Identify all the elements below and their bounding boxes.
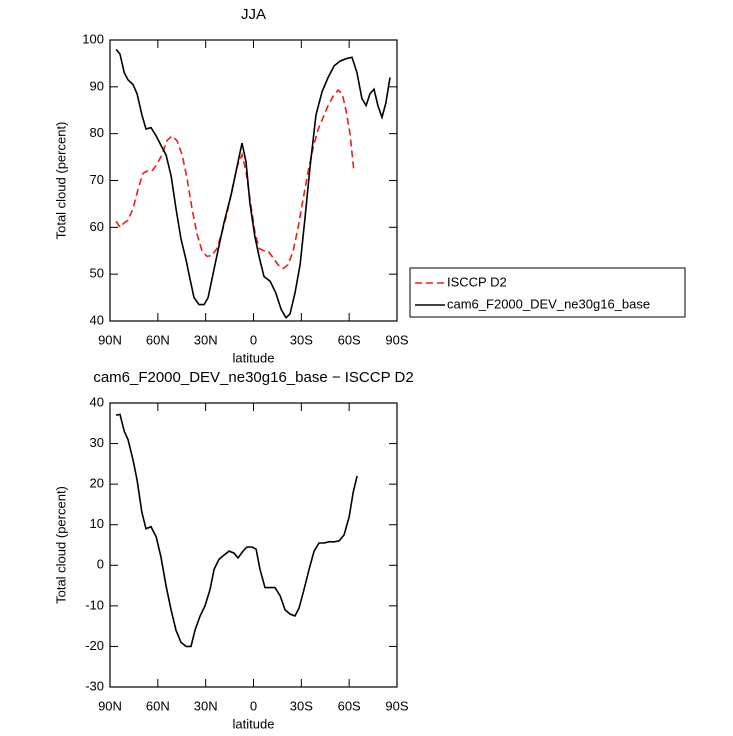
y-tick-label: 70: [90, 172, 104, 187]
y-axis-label: Total cloud (percent): [53, 122, 68, 240]
y-tick-label: 30: [90, 435, 104, 450]
x-tick-label: 30S: [290, 332, 313, 347]
x-axis-label: latitude: [233, 350, 275, 365]
legend-label: ISCCP D2: [447, 274, 507, 289]
legend-label: cam6_F2000_DEV_ne30g16_base: [447, 296, 650, 311]
y-tick-label: -10: [85, 597, 104, 612]
plot-frame: [109, 402, 398, 688]
x-tick-label: 0: [250, 698, 257, 713]
y-tick-label: 100: [82, 31, 104, 46]
x-tick-label: 60N: [146, 698, 170, 713]
data-line: [115, 413, 358, 648]
x-tick-label: 90S: [385, 332, 408, 347]
y-tick-label: 90: [90, 78, 104, 93]
x-tick-label: 90N: [98, 332, 122, 347]
chart-title: cam6_F2000_DEV_ne30g16_base − ISCCP D2: [93, 369, 413, 386]
y-tick-label: -20: [85, 638, 104, 653]
y-tick-label: 10: [90, 516, 104, 531]
x-tick-label: 60S: [338, 332, 361, 347]
x-tick-label: 30N: [194, 332, 218, 347]
x-tick-label: 90N: [98, 698, 122, 713]
x-tick-label: 60N: [146, 332, 170, 347]
x-axis-label: latitude: [233, 716, 275, 731]
x-tick-label: 90S: [385, 698, 408, 713]
y-tick-label: -30: [85, 678, 104, 693]
y-tick-label: 80: [90, 125, 104, 140]
x-tick-label: 60S: [338, 698, 361, 713]
x-tick-label: 0: [250, 332, 257, 347]
chart-title: JJA: [241, 6, 266, 23]
y-tick-label: 60: [90, 219, 104, 234]
y-tick-label: 50: [90, 266, 104, 281]
plot-frame: [109, 39, 398, 322]
data-line: [115, 48, 391, 319]
y-tick-label: 20: [90, 476, 104, 491]
y-axis-label: Total cloud (percent): [53, 486, 68, 604]
y-tick-label: 0: [97, 557, 104, 572]
y-tick-label: 40: [90, 394, 104, 409]
y-tick-label: 40: [90, 312, 104, 327]
x-tick-label: 30N: [194, 698, 218, 713]
x-tick-label: 30S: [290, 698, 313, 713]
legend-box: [409, 267, 686, 318]
